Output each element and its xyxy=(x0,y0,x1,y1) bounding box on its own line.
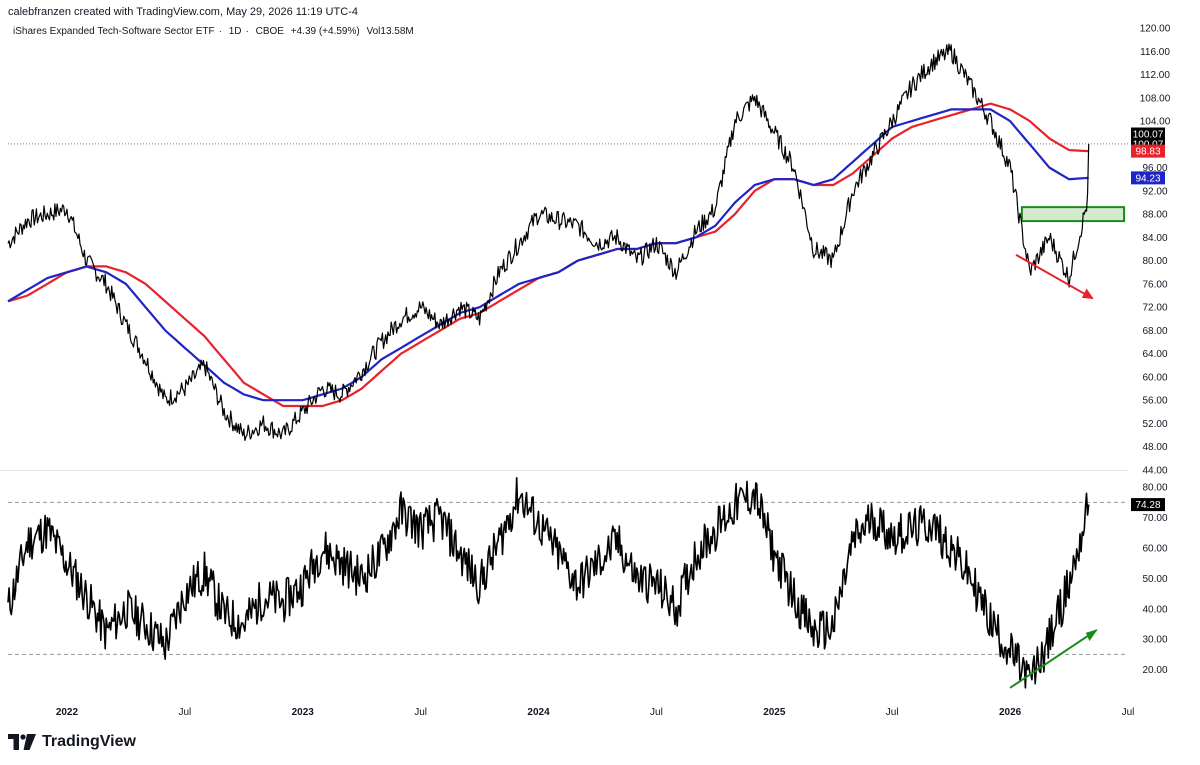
oscillator-value-tag-background xyxy=(1131,498,1165,512)
oscillator-axis-tick-label: 30.00 xyxy=(1142,635,1167,646)
symbol-legend: iShares Expanded Tech-Software Sector ET… xyxy=(13,26,414,37)
time-axis-year-label: 2022 xyxy=(56,707,79,718)
tradingview-logo: TradingView xyxy=(8,733,136,751)
symbol-name: iShares Expanded Tech-Software Sector ET… xyxy=(13,26,215,37)
oscillator-axis-tick-label: 60.00 xyxy=(1142,544,1167,555)
time-axis-year-label: 2024 xyxy=(527,707,550,718)
price-axis-tick-label: 84.00 xyxy=(1142,233,1167,244)
price-axis-tick-label: 60.00 xyxy=(1142,372,1167,383)
price-axis-tick-label: 72.00 xyxy=(1142,303,1167,314)
oscillator-value-tag: 74.28 xyxy=(1135,500,1160,511)
moving-average-red-tag: 98.83 xyxy=(1135,147,1160,158)
price-axis-tick-label: 120.00 xyxy=(1140,24,1171,35)
price-downtrend-arrow[interactable] xyxy=(1015,253,1094,300)
price-axis-tick-label: 44.00 xyxy=(1142,466,1167,477)
time-axis-year-label: 2026 xyxy=(999,707,1022,718)
symbol-exchange: CBOE xyxy=(255,26,284,37)
time-axis-month-label: Jul xyxy=(650,707,663,718)
moving-average-blue-line xyxy=(7,108,1089,402)
tradingview-logo-text: TradingView xyxy=(42,733,136,750)
support-box[interactable] xyxy=(1020,206,1126,223)
time-axis-month-label: Jul xyxy=(178,707,191,718)
price-axis-tick-label: 76.00 xyxy=(1142,279,1167,290)
price-axis-tick-label: 48.00 xyxy=(1142,442,1167,453)
price-axis-tick-label: 116.00 xyxy=(1140,47,1170,58)
time-axis-month-label: Jul xyxy=(886,707,899,718)
price-series-line xyxy=(7,43,1090,441)
oscillator-axis-tick-label: 20.00 xyxy=(1142,665,1167,676)
chart-byline: calebfranzen created with TradingView.co… xyxy=(8,6,358,18)
symbol-interval: 1D xyxy=(228,26,242,37)
time-axis-month-label: Jul xyxy=(414,707,427,718)
price-change: +4.39 (+4.59%) xyxy=(290,26,360,37)
time-axis-month-label: Jul xyxy=(1122,707,1135,718)
volume-readout: Vol13.58M xyxy=(366,26,414,37)
price-axis-tick-label: 96.00 xyxy=(1142,163,1167,174)
price-downtrend-arrowhead xyxy=(1081,288,1094,300)
oscillator-uptrend-arrowhead xyxy=(1085,629,1098,642)
time-axis-year-label: 2023 xyxy=(292,707,315,718)
price-axis-tick-label: 108.00 xyxy=(1140,93,1171,104)
symbol-price-tag: 100.07 xyxy=(1133,130,1164,141)
price-axis-tick-label: 80.00 xyxy=(1142,256,1167,267)
moving-average-blue-tag-background xyxy=(1131,171,1165,185)
symbol-price-tag-background xyxy=(1131,127,1165,141)
oscillator-uptrend-arrow[interactable] xyxy=(1009,629,1098,689)
oscillator-axis-tick-label: 50.00 xyxy=(1142,574,1167,585)
moving-average-red-tag-background xyxy=(1131,144,1165,158)
moving-average-blue-tag: 94.23 xyxy=(1135,173,1160,184)
time-axis-year-label: 2025 xyxy=(763,707,786,718)
price-axis-tick-label: 68.00 xyxy=(1142,326,1167,337)
price-axis-tick-label: 64.00 xyxy=(1142,349,1167,360)
price-axis-tick-label: 92.00 xyxy=(1142,186,1167,197)
price-axis-tick-label: 56.00 xyxy=(1142,396,1167,407)
price-axis-tick-label: 112.00 xyxy=(1140,70,1170,81)
oscillator-axis-tick-label: 40.00 xyxy=(1142,604,1167,615)
price-axis-tick-label: 104.00 xyxy=(1140,117,1171,128)
price-axis-tick-label: 88.00 xyxy=(1142,210,1167,221)
moving-average-red-line xyxy=(7,102,1089,408)
price-axis-tick-label: 52.00 xyxy=(1142,419,1167,430)
tradingview-logo-icon xyxy=(8,734,36,750)
oscillator-axis-tick-label: 70.00 xyxy=(1142,513,1167,524)
oscillator-axis-tick-label: 80.00 xyxy=(1142,483,1167,494)
oscillator-series-line xyxy=(7,477,1090,689)
